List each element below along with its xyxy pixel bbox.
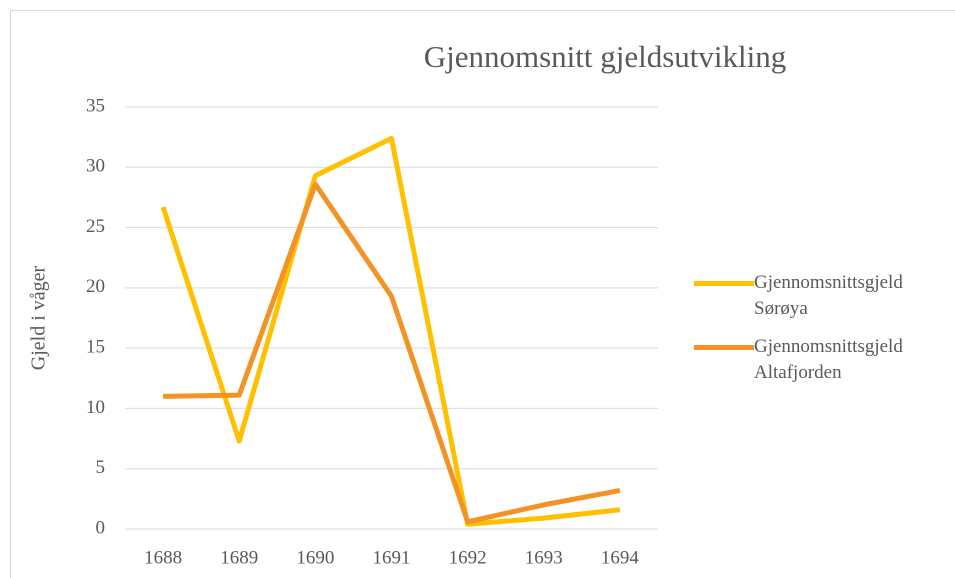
x-tick-label: 1688 xyxy=(144,547,182,568)
legend-swatch xyxy=(694,281,754,286)
y-tick-label: 15 xyxy=(86,337,105,358)
x-tick-label: 1691 xyxy=(373,547,411,568)
x-tick-label: 1693 xyxy=(525,547,563,568)
legend-swatch xyxy=(694,345,754,350)
legend-entry: Gjennomsnittsgjeld Altafjorden xyxy=(694,334,954,386)
chart-border xyxy=(10,10,955,578)
x-tick-label: 1690 xyxy=(296,547,334,568)
y-tick-label: 5 xyxy=(96,457,106,478)
y-tick-label: 0 xyxy=(96,517,106,538)
y-axis-label: Gjeld i våger xyxy=(28,265,50,370)
series-line xyxy=(163,181,621,525)
x-tick-label: 1689 xyxy=(220,547,258,568)
legend-label: Gjennomsnittsgjeld Sørøya xyxy=(754,272,903,319)
y-tick-label: 10 xyxy=(86,397,105,418)
y-tick-label: 35 xyxy=(86,95,105,116)
y-tick-label: 30 xyxy=(86,156,105,177)
y-tick-label: 25 xyxy=(86,216,105,237)
chart-title: Gjennomsnitt gjeldsutvikling xyxy=(424,39,787,74)
legend: Gjennomsnittsgjeld Sørøya Gjennomsnittsgj… xyxy=(694,270,954,398)
series-line xyxy=(160,135,621,527)
legend-label: Gjennomsnittsgjeld Altafjorden xyxy=(754,336,903,383)
x-tick-label: 1694 xyxy=(601,547,640,568)
x-tick-label: 1692 xyxy=(449,547,487,568)
legend-entry: Gjennomsnittsgjeld Sørøya xyxy=(694,270,954,322)
y-tick-label: 20 xyxy=(86,276,105,297)
